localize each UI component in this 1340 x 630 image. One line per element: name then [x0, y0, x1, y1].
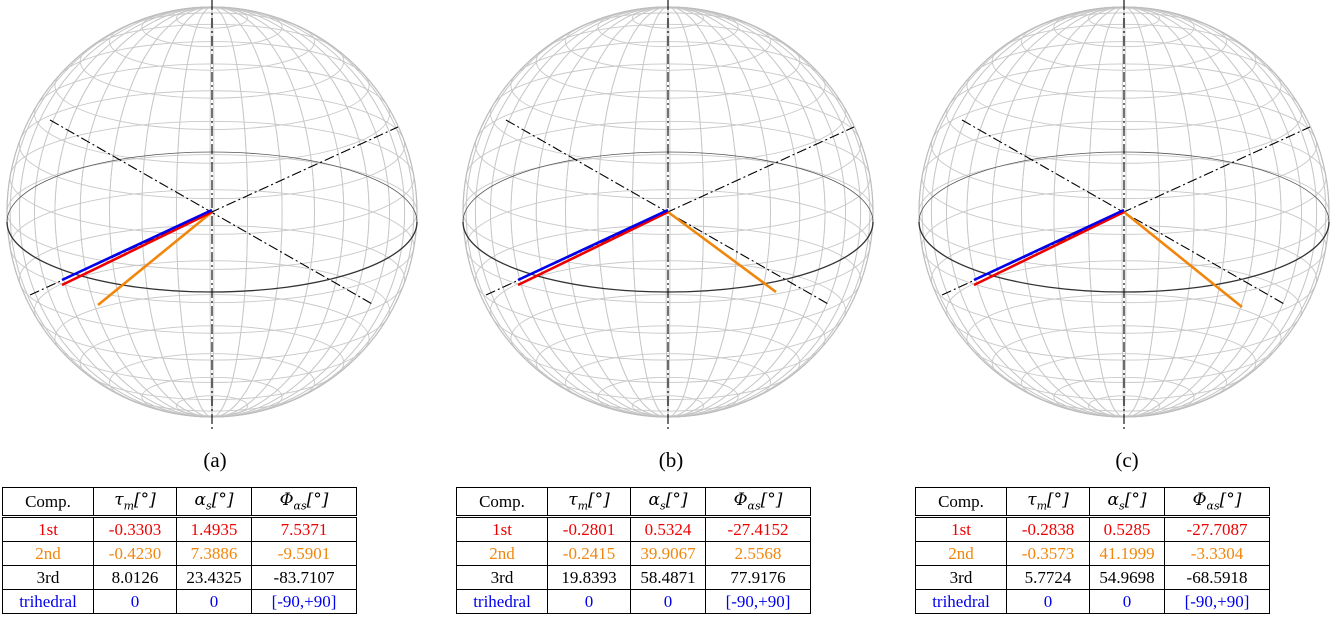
table-row: 1st -0.2838 0.5285 -27.7087	[916, 517, 1270, 542]
poincare-sphere-b	[456, 0, 886, 440]
cell-component: 3rd	[457, 566, 548, 590]
table-row: trihedral 0 0 [-90,+90]	[3, 590, 357, 614]
cell-phi: [-90,+90]	[252, 590, 357, 614]
table-row: 2nd -0.4230 7.3886 -9.5901	[3, 542, 357, 566]
cell-component: 3rd	[916, 566, 1007, 590]
poincare-sphere-a	[0, 0, 430, 440]
cell-phi: -83.7107	[252, 566, 357, 590]
header-alpha: αs[°]	[1090, 488, 1165, 517]
header-phi: Φαs[°]	[706, 488, 811, 517]
caption-a: (a)	[0, 448, 430, 473]
cell-tau: 0	[1007, 590, 1090, 614]
panel-a: (a) Comp. τm[°] αs[°] Φαs[°] 1st -0.3303…	[0, 0, 430, 630]
first-component-vector	[974, 212, 1124, 285]
cell-phi: -3.3304	[1165, 542, 1270, 566]
results-table-a: Comp. τm[°] αs[°] Φαs[°] 1st -0.3303 1.4…	[2, 487, 357, 614]
cell-alpha: 23.4325	[177, 566, 252, 590]
cell-alpha: 1.4935	[177, 517, 252, 542]
header-tau: τm[°]	[548, 488, 631, 517]
cell-tau: 8.0126	[94, 566, 177, 590]
caption-c: (c)	[912, 448, 1340, 473]
table-row: 2nd -0.3573 41.1999 -3.3304	[916, 542, 1270, 566]
caption-b: (b)	[456, 448, 886, 473]
cell-alpha: 7.3886	[177, 542, 252, 566]
table-row: 3rd 19.8393 58.4871 77.9176	[457, 566, 811, 590]
cell-component: 3rd	[3, 566, 94, 590]
panel-c: (c) Comp. τm[°] αs[°] Φαs[°] 1st -0.2838…	[912, 0, 1340, 630]
cell-component: trihedral	[457, 590, 548, 614]
table-row: 3rd 8.0126 23.4325 -83.7107	[3, 566, 357, 590]
cell-tau: 0	[94, 590, 177, 614]
cell-component: trihedral	[3, 590, 94, 614]
results-table-c: Comp. τm[°] αs[°] Φαs[°] 1st -0.2838 0.5…	[915, 487, 1270, 614]
cell-alpha: 0.5285	[1090, 517, 1165, 542]
table-row: 2nd -0.2415 39.9067 2.5568	[457, 542, 811, 566]
header-comp: Comp.	[3, 488, 94, 517]
cell-component: 2nd	[3, 542, 94, 566]
panel-b: (b) Comp. τm[°] αs[°] Φαs[°] 1st -0.2801…	[456, 0, 886, 630]
header-phi: Φαs[°]	[252, 488, 357, 517]
cell-component: 2nd	[457, 542, 548, 566]
table-row: trihedral 0 0 [-90,+90]	[457, 590, 811, 614]
cell-component: trihedral	[916, 590, 1007, 614]
cell-phi: 7.5371	[252, 517, 357, 542]
cell-alpha: 0.5324	[631, 517, 706, 542]
cell-alpha: 39.9067	[631, 542, 706, 566]
header-alpha: αs[°]	[631, 488, 706, 517]
table-row: trihedral 0 0 [-90,+90]	[916, 590, 1270, 614]
header-comp: Comp.	[916, 488, 1007, 517]
second-component-vector	[1124, 212, 1242, 307]
cell-alpha: 0	[1090, 590, 1165, 614]
cell-tau: 0	[548, 590, 631, 614]
cell-tau: -0.2838	[1007, 517, 1090, 542]
header-comp: Comp.	[457, 488, 548, 517]
cell-tau: 5.7724	[1007, 566, 1090, 590]
cell-phi: 2.5568	[706, 542, 811, 566]
cell-component: 1st	[457, 517, 548, 542]
table-row: 1st -0.3303 1.4935 7.5371	[3, 517, 357, 542]
cell-phi: 77.9176	[706, 566, 811, 590]
cell-alpha: 54.9698	[1090, 566, 1165, 590]
cell-phi: -68.5918	[1165, 566, 1270, 590]
cell-phi: [-90,+90]	[706, 590, 811, 614]
table-row: 3rd 5.7724 54.9698 -68.5918	[916, 566, 1270, 590]
cell-phi: -27.4152	[706, 517, 811, 542]
cell-alpha: 41.1999	[1090, 542, 1165, 566]
poincare-sphere-c	[912, 0, 1340, 440]
second-component-vector	[668, 212, 776, 292]
header-tau: τm[°]	[1007, 488, 1090, 517]
cell-tau: -0.2415	[548, 542, 631, 566]
header-tau: τm[°]	[94, 488, 177, 517]
cell-tau: -0.3573	[1007, 542, 1090, 566]
header-alpha: αs[°]	[177, 488, 252, 517]
cell-tau: -0.4230	[94, 542, 177, 566]
cell-component: 2nd	[916, 542, 1007, 566]
results-table-b: Comp. τm[°] αs[°] Φαs[°] 1st -0.2801 0.5…	[456, 487, 811, 614]
cell-tau: 19.8393	[548, 566, 631, 590]
cell-phi: [-90,+90]	[1165, 590, 1270, 614]
cell-alpha: 0	[177, 590, 252, 614]
table-row: 1st -0.2801 0.5324 -27.4152	[457, 517, 811, 542]
cell-tau: -0.2801	[548, 517, 631, 542]
cell-component: 1st	[916, 517, 1007, 542]
cell-phi: -27.7087	[1165, 517, 1270, 542]
cell-tau: -0.3303	[94, 517, 177, 542]
cell-alpha: 58.4871	[631, 566, 706, 590]
cell-component: 1st	[3, 517, 94, 542]
header-phi: Φαs[°]	[1165, 488, 1270, 517]
first-component-vector	[518, 212, 668, 285]
cell-phi: -9.5901	[252, 542, 357, 566]
cell-alpha: 0	[631, 590, 706, 614]
